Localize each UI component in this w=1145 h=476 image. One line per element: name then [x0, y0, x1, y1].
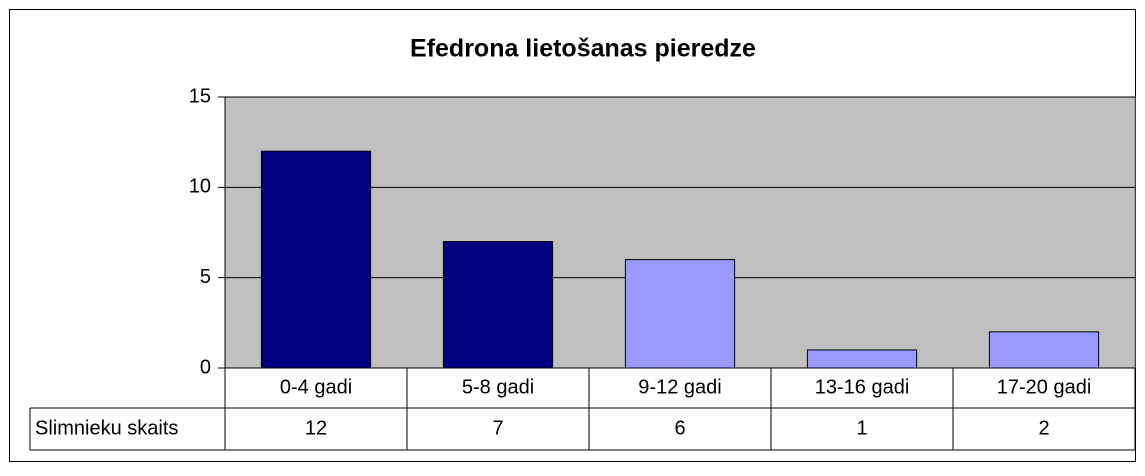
bar [442, 241, 554, 369]
chart-title: Efedrona lietošanas pieredze [410, 35, 756, 63]
y-tick-label: 0 [200, 356, 211, 378]
y-tick-label: 15 [189, 85, 211, 107]
table-value: 6 [674, 417, 685, 439]
table-value: 1 [856, 417, 867, 439]
x-tick-label: 9-12 gadi [638, 376, 721, 398]
bar [806, 349, 918, 369]
x-tick-label: 13-16 gadi [815, 376, 910, 398]
table-value: 7 [492, 417, 503, 439]
y-tick-label: 5 [200, 266, 211, 288]
bar [988, 331, 1100, 369]
x-tick-label: 17-20 gadi [997, 376, 1092, 398]
y-tick-label: 10 [189, 176, 211, 198]
table-value: 12 [305, 417, 327, 439]
bar [260, 150, 372, 369]
table-value: 2 [1038, 417, 1049, 439]
x-tick-label: 5-8 gadi [462, 376, 534, 398]
bar [624, 259, 736, 369]
legend-label: Slimnieku skaits [35, 417, 178, 439]
x-tick-label: 0-4 gadi [280, 376, 352, 398]
